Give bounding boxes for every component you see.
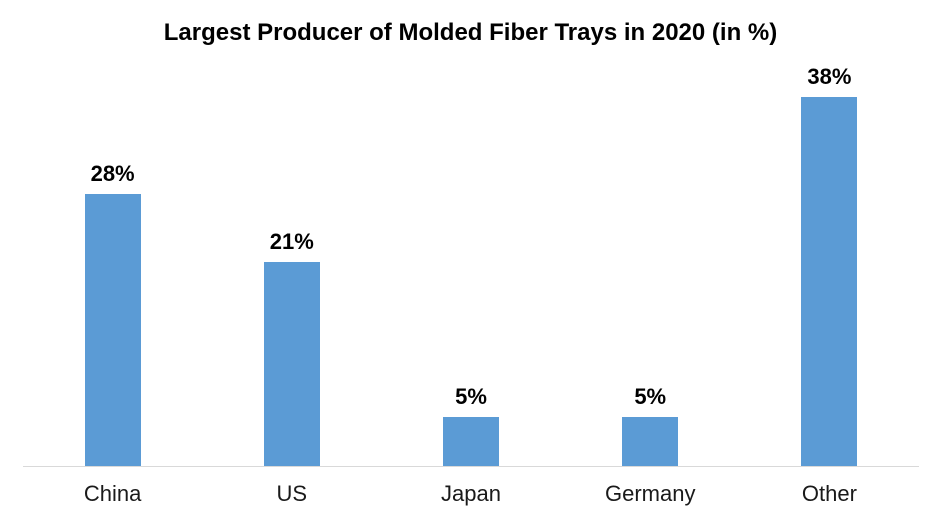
category-label: China bbox=[83, 481, 142, 506]
bar-japan bbox=[443, 417, 499, 466]
bar-china bbox=[84, 194, 141, 466]
bar-other bbox=[801, 97, 858, 466]
bar-slot: 38% bbox=[740, 56, 919, 466]
category-label: Japan bbox=[441, 481, 501, 506]
chart-title: Largest Producer of Molded Fiber Trays i… bbox=[163, 19, 778, 46]
bar-slot: 5% bbox=[561, 56, 740, 466]
bar-us bbox=[263, 262, 320, 466]
bar-germany bbox=[622, 417, 679, 466]
category-label: Germany bbox=[604, 481, 696, 506]
bar-slot: 21% bbox=[202, 56, 381, 466]
category-label: US bbox=[276, 481, 308, 506]
bar-slot: 5% bbox=[381, 56, 560, 466]
value-label: 5% bbox=[634, 383, 667, 409]
value-label: 28% bbox=[90, 160, 135, 186]
plot-area: 28% 21% 5% 5% 38% bbox=[23, 56, 919, 467]
category-axis: China US Japan Germany Other bbox=[23, 467, 919, 507]
value-label: 5% bbox=[455, 383, 487, 409]
value-label: 21% bbox=[269, 228, 314, 254]
category-label: Other bbox=[801, 481, 857, 506]
value-label: 38% bbox=[807, 63, 852, 89]
bar-slot: 28% bbox=[23, 56, 202, 466]
